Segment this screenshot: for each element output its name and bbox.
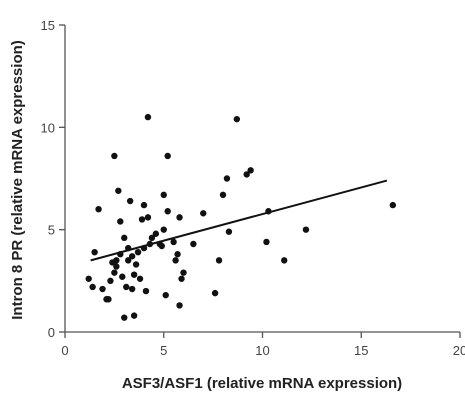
- data-point: [123, 283, 130, 291]
- data-point: [211, 289, 219, 297]
- data-point: [247, 167, 254, 174]
- data-point: [174, 251, 181, 258]
- data-point: [113, 257, 120, 264]
- data-point: [99, 285, 106, 293]
- data-point: [121, 314, 128, 321]
- data-point: [200, 210, 207, 217]
- regression-line: [90, 179, 388, 262]
- data-point: [225, 228, 233, 235]
- data-point: [158, 242, 165, 250]
- data-point: [117, 218, 124, 225]
- data-point: [121, 234, 128, 242]
- x-tick-label: 10: [255, 343, 269, 358]
- data-point: [176, 214, 183, 221]
- data-point: [180, 269, 187, 276]
- regression-line-group: [90, 179, 388, 262]
- data-point: [233, 115, 241, 123]
- data-point: [160, 226, 167, 233]
- data-point: [89, 283, 96, 291]
- data-point: [215, 257, 223, 264]
- data-point: [136, 275, 144, 282]
- data-point: [126, 197, 134, 205]
- data-point: [105, 296, 112, 303]
- data-point: [138, 216, 146, 223]
- y-tick-label: 5: [48, 223, 55, 238]
- data-point: [125, 257, 132, 264]
- x-tick-label: 0: [61, 343, 68, 358]
- data-point: [170, 238, 177, 246]
- data-point: [107, 277, 114, 285]
- data-point: [164, 152, 171, 160]
- data-points: [85, 113, 397, 321]
- y-axis-label: Intron 8 PR (relative mRNA expression): [9, 40, 26, 320]
- x-tick-label: 5: [160, 343, 167, 358]
- x-tick-label: 20: [453, 343, 465, 358]
- data-point: [144, 113, 152, 121]
- axes: 0 5 10 15 20 0 5 10 15: [41, 18, 465, 358]
- data-point: [263, 238, 270, 246]
- data-point: [144, 214, 152, 221]
- data-point: [111, 269, 118, 276]
- data-point: [219, 191, 227, 199]
- data-point: [117, 251, 124, 258]
- data-point: [223, 175, 231, 182]
- data-point: [115, 187, 122, 194]
- data-point: [152, 230, 160, 237]
- data-point: [95, 206, 102, 213]
- data-point: [146, 240, 154, 248]
- data-point: [265, 208, 272, 215]
- x-axis-label: ASF3/ASF1 (relative mRNA expression): [122, 375, 402, 392]
- data-point: [172, 257, 179, 264]
- data-point: [190, 240, 197, 248]
- y-tick-label: 0: [48, 325, 55, 340]
- data-point: [113, 263, 120, 270]
- data-point: [91, 248, 98, 256]
- data-point: [142, 287, 150, 295]
- data-point: [140, 244, 148, 252]
- data-point: [128, 253, 136, 260]
- data-point: [302, 226, 310, 233]
- data-point: [176, 302, 183, 309]
- data-point: [128, 285, 136, 293]
- data-point: [132, 261, 140, 268]
- data-point: [130, 271, 138, 278]
- data-point: [243, 171, 250, 178]
- data-point: [85, 275, 92, 282]
- data-point: [140, 201, 148, 209]
- x-tick-label: 15: [354, 343, 368, 358]
- y-tick-label: 10: [41, 120, 55, 135]
- data-point: [164, 208, 171, 215]
- data-point: [119, 273, 126, 280]
- y-tick-label: 15: [41, 18, 55, 33]
- data-point: [125, 244, 132, 252]
- data-point: [134, 248, 142, 256]
- data-point: [148, 234, 156, 242]
- data-point: [130, 312, 138, 319]
- data-point: [162, 291, 169, 299]
- data-point: [178, 275, 185, 282]
- data-point: [281, 257, 288, 264]
- data-point: [111, 152, 118, 160]
- data-point: [389, 201, 397, 209]
- data-point: [160, 191, 167, 199]
